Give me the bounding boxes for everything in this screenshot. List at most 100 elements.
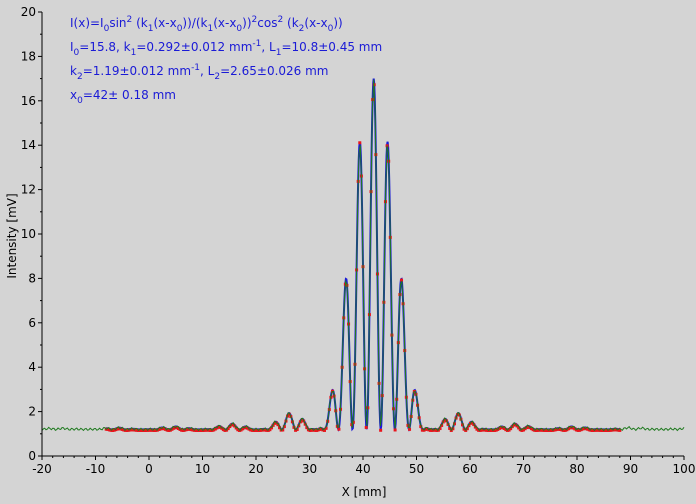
data-point (461, 423, 465, 427)
data-point (159, 427, 163, 431)
subscript: 0 (236, 24, 242, 34)
x-tick-label: 30 (302, 462, 317, 476)
x-tick-label: 60 (462, 462, 477, 476)
x-tick-label: 90 (623, 462, 638, 476)
subscript: 2 (299, 24, 305, 34)
data-point (618, 428, 622, 432)
data-point (595, 428, 599, 432)
data-point (430, 428, 434, 432)
subscript: 0 (177, 24, 183, 34)
subscript: 0 (74, 48, 80, 58)
data-point (135, 428, 139, 432)
data-point (133, 428, 137, 432)
data-point (531, 428, 535, 432)
y-tick-label: 14 (21, 138, 36, 152)
data-point (282, 425, 286, 429)
data-point (594, 428, 598, 432)
data-point (263, 428, 267, 432)
data-point (433, 428, 437, 432)
x-tick-label: 80 (569, 462, 584, 476)
subscript: 0 (104, 24, 110, 34)
data-point (207, 428, 211, 432)
plot-area (41, 78, 685, 432)
data-point (475, 427, 479, 431)
y-tick-label: 8 (28, 271, 36, 285)
data-point (616, 428, 620, 432)
annotation-text: =10.8±0.45 mm (281, 40, 382, 54)
annotation-text: x (70, 88, 77, 102)
data-point (552, 428, 556, 432)
data-point (236, 428, 240, 432)
y-axis-title: Intensity [mV] (5, 193, 19, 278)
data-point (581, 427, 585, 431)
annotation-text: cos (257, 16, 277, 30)
data-point (549, 428, 553, 432)
x-tick-label: 40 (355, 462, 370, 476)
data-point (428, 428, 432, 432)
y-tick-label: 2 (28, 405, 36, 419)
data-point (512, 423, 516, 427)
annotation-text: =2.65±0.026 mm (220, 64, 328, 78)
data-point (520, 428, 524, 432)
annotation-text: I (70, 40, 74, 54)
y-tick-label: 10 (21, 227, 36, 241)
y-tick-label: 4 (28, 360, 36, 374)
data-point (170, 427, 174, 431)
data-point (300, 418, 304, 422)
data-point (485, 428, 489, 432)
annotation-text: , L (200, 64, 215, 78)
data-point (165, 428, 169, 432)
subscript: 0 (77, 96, 83, 106)
data-point (152, 428, 156, 432)
data-point (546, 428, 550, 432)
annotation-text: )) (333, 16, 342, 30)
data-point (265, 428, 269, 432)
data-point (448, 426, 452, 430)
y-tick-label: 12 (21, 183, 36, 197)
data-point (149, 428, 153, 432)
y-tick-label: 6 (28, 316, 36, 330)
data-point (541, 428, 545, 432)
data-point (228, 425, 232, 429)
data-point (120, 427, 124, 431)
subscript: 1 (148, 24, 154, 34)
data-point (144, 428, 148, 432)
data-point (223, 428, 227, 432)
data-point (517, 426, 521, 430)
data-point (191, 428, 195, 432)
data-point (610, 428, 614, 432)
data-point (218, 425, 222, 429)
subscript: 0 (328, 24, 334, 34)
data-point (162, 427, 166, 431)
data-point (483, 428, 487, 432)
superscript: 2 (277, 15, 283, 25)
annotation-text: =0.292±0.012 mm (136, 40, 252, 54)
data-point (400, 278, 404, 282)
data-point (221, 428, 225, 432)
data-point (573, 427, 577, 431)
data-point (539, 428, 543, 432)
annotation-text: (k (283, 16, 298, 30)
annotation-line: x0=42± 0.18 mm (70, 88, 176, 106)
data-point (226, 427, 230, 431)
data-point (419, 425, 423, 429)
y-tick-label: 16 (21, 94, 36, 108)
annotation-text: k (70, 64, 77, 78)
data-point (130, 428, 134, 432)
data-point (167, 428, 171, 432)
data-point (465, 427, 469, 431)
data-point (393, 428, 397, 432)
data-point (515, 424, 519, 428)
axes: -20 -10 0 10 20 30 40 50 60 70 80 90 100024681012141… (21, 5, 696, 476)
data-point (613, 428, 617, 432)
subscript: 1 (207, 24, 213, 34)
data-point (202, 428, 206, 432)
data-point (446, 422, 450, 426)
data-point (239, 428, 243, 432)
data-point (420, 428, 424, 432)
x-tick-label: -10 (86, 462, 106, 476)
data-point (322, 428, 326, 432)
data-point (584, 427, 588, 431)
data-point (586, 427, 590, 431)
